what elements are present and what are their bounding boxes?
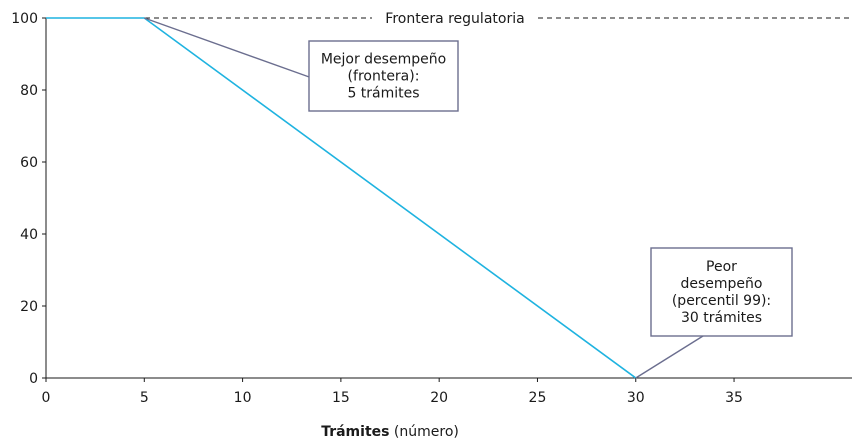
- annotations-group: Mejor desempeño(frontera):5 trámites Peor…: [144, 17, 793, 379]
- x-axis-ticks: 0 5 10 15 20 25 30 35: [42, 378, 743, 406]
- y-tick-label: 20: [20, 299, 38, 315]
- x-tick-label: 10: [234, 390, 252, 406]
- annotation-text-line: (frontera):: [348, 69, 420, 85]
- annotation-box: [308, 40, 459, 112]
- x-axis-label-unit: (número): [394, 424, 459, 440]
- y-tick-label: 60: [20, 155, 38, 171]
- x-tick-label: 25: [529, 390, 547, 406]
- x-tick-label: 5: [140, 390, 149, 406]
- annotation-text-line: 30 trámites: [681, 310, 762, 326]
- x-axis-label: Trámites (número): [321, 424, 459, 440]
- axes: [45, 18, 852, 379]
- y-tick-label: 80: [20, 83, 38, 99]
- annotation-text-line: 5 trámites: [347, 86, 419, 102]
- x-tick-label: 20: [430, 390, 448, 406]
- annotation-text-line: desempeño: [681, 276, 763, 292]
- x-tick-label: 30: [627, 390, 645, 406]
- y-tick-label: 40: [20, 227, 38, 243]
- x-tick-label: 15: [332, 390, 350, 406]
- frontier-group: Frontera regulatoria: [46, 11, 852, 27]
- annotation-text-line: Mejor desempeño: [321, 52, 446, 68]
- annotation-box: [650, 247, 793, 337]
- annotation-leader-line: [635, 335, 704, 379]
- x-tick-label: 35: [725, 390, 743, 406]
- y-tick-label: 0: [29, 371, 38, 387]
- annotation-leader-line: [144, 17, 313, 79]
- x-axis-label-main: Trámites: [321, 424, 389, 440]
- y-tick-label: 100: [11, 11, 38, 27]
- annotation-text-line: (percentil 99):: [672, 293, 771, 309]
- x-tick-label: 0: [42, 390, 51, 406]
- y-axis-ticks: 0 20 40 60 80 100: [11, 11, 46, 387]
- annotation-text-line: Peor: [706, 259, 737, 275]
- frontier-label: Frontera regulatoria: [385, 11, 524, 27]
